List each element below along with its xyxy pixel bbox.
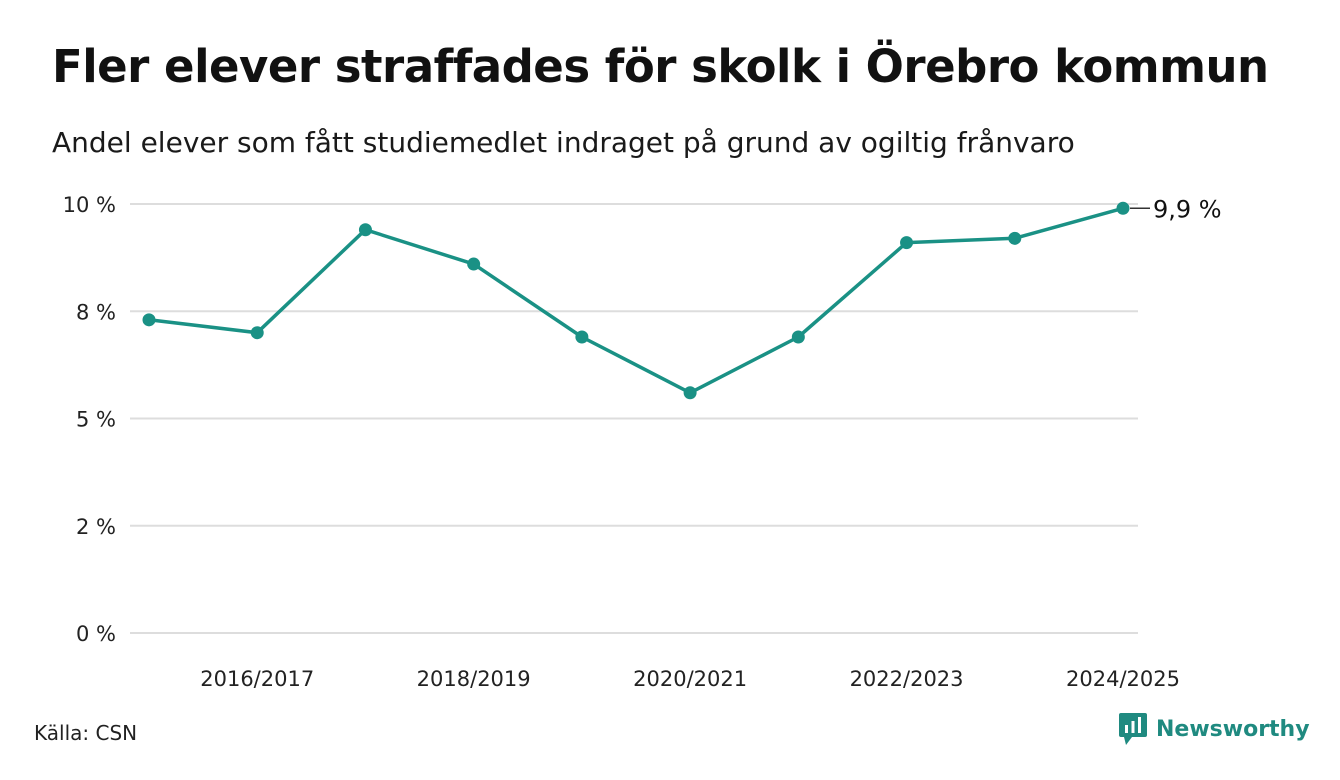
data-point (1008, 231, 1022, 245)
newsworthy-logo-icon (1119, 713, 1147, 745)
data-point (250, 326, 264, 340)
gridlines (130, 203, 1138, 634)
x-tick-label: 2024/2025 (1066, 667, 1180, 691)
data-point (683, 386, 697, 400)
series-line (148, 206, 1124, 395)
data-point (1116, 201, 1130, 215)
data-point (142, 313, 156, 327)
end-value-label: 9,9 % (1153, 195, 1222, 223)
y-tick-label: 5 % (76, 408, 116, 432)
x-tick-label: 2022/2023 (850, 667, 964, 691)
data-point (791, 330, 805, 344)
x-tick-label: 2020/2021 (633, 667, 747, 691)
x-axis-ticks: 2016/2017 2018/2019 2020/2021 2022/2023 2024… (200, 667, 1180, 691)
source-note: Källa: CSN (34, 721, 138, 745)
data-point (900, 236, 914, 250)
data-point (575, 330, 589, 344)
chart-subtitle: Andel elever som fått studiemedlet indra… (52, 126, 1075, 159)
y-tick-label: 8 % (76, 300, 116, 324)
data-point (358, 223, 372, 237)
y-tick-label: 2 % (76, 515, 116, 539)
brand-name: Newsworthy (1156, 716, 1310, 742)
y-tick-label: 0 % (76, 622, 116, 646)
x-tick-label: 2018/2019 (417, 667, 531, 691)
y-axis-ticks: 0 % 2 % 5 % 8 % 10 % (63, 193, 116, 646)
x-tick-label: 2016/2017 (200, 667, 314, 691)
chart-title: Fler elever straffades för skolk i Örebr… (52, 40, 1269, 93)
brand-logo: Newsworthy (1118, 712, 1310, 746)
y-tick-label: 10 % (63, 193, 116, 217)
data-series: 9,9 % (142, 195, 1222, 400)
data-point (467, 257, 481, 271)
